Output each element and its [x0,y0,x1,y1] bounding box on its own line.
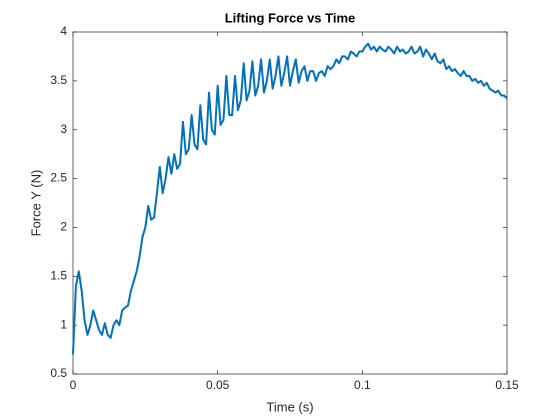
x-tick-label: 0 [70,378,77,392]
y-axis-label: Force Y (N) [28,170,43,237]
y-tick-label: 2.5 [50,171,67,185]
y-tick-label: 3.5 [50,73,67,87]
plot-area [72,31,508,375]
chart-title: Lifting Force vs Time [225,10,356,25]
y-tick-label: 4 [60,24,67,38]
x-tick-label: 0.05 [206,378,230,392]
y-tick-label: 2 [60,220,67,234]
x-axis-label: Time (s) [266,399,313,414]
x-tick-label: 0.1 [354,378,371,392]
y-tick-label: 1.5 [50,268,67,282]
x-tick-label: 0.15 [495,378,519,392]
y-tick-label: 1 [60,317,67,331]
y-tick-label: 0.5 [50,366,67,380]
y-tick-label: 3 [60,122,67,136]
data-line [72,42,508,355]
